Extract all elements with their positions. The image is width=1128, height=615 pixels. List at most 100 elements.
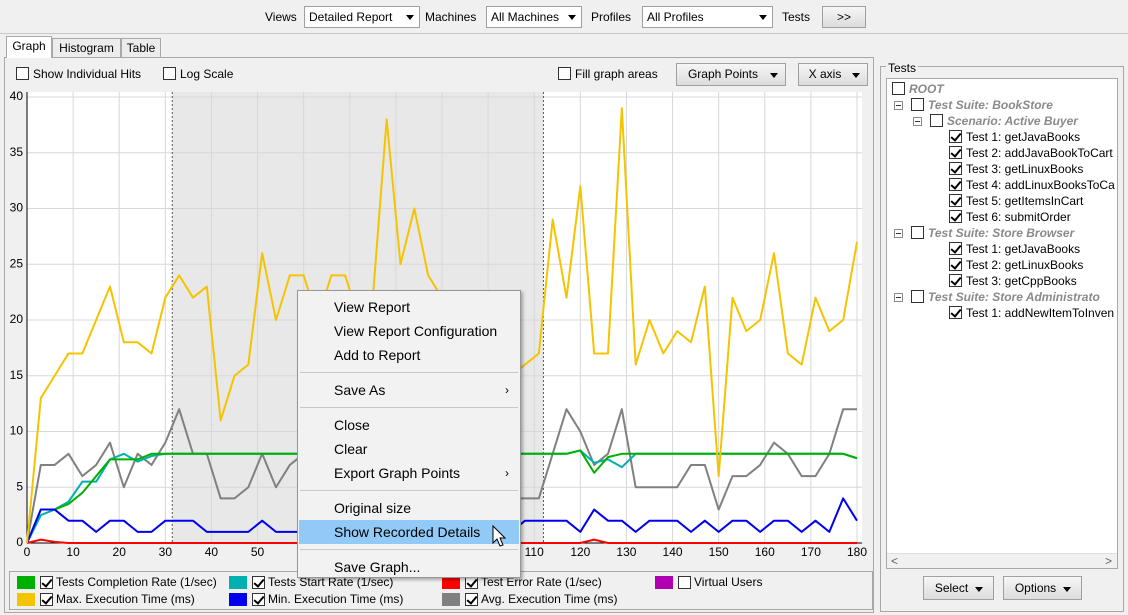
- checkbox[interactable]: [40, 576, 53, 589]
- menu-item[interactable]: View Report Configuration: [299, 319, 519, 343]
- menu-item-label: Save As: [334, 382, 386, 398]
- x-tick-label: 170: [801, 545, 821, 559]
- checkbox[interactable]: [911, 290, 924, 303]
- dropdown-arrow: [406, 15, 414, 20]
- tab[interactable]: Histogram: [52, 38, 121, 57]
- separator: [0, 33, 1128, 34]
- option-label[interactable]: Fill graph areas: [575, 67, 658, 81]
- tree-label[interactable]: Scenario: Active Buyer: [947, 114, 1078, 128]
- option-label[interactable]: Log Scale: [180, 67, 234, 81]
- tree-label[interactable]: Test 2: getLinuxBooks: [966, 258, 1084, 272]
- tests-button[interactable]: >>: [822, 6, 866, 28]
- menu-item[interactable]: Close: [299, 413, 519, 437]
- panel-button[interactable]: Select: [923, 576, 994, 600]
- panel-button[interactable]: Options: [1003, 576, 1082, 600]
- tree-label[interactable]: Test Suite: Store Browser: [928, 226, 1075, 240]
- legend-swatch: [442, 576, 460, 589]
- tree-label[interactable]: Test 2: addJavaBookToCart: [966, 146, 1113, 160]
- menu-item[interactable]: Clear: [299, 437, 519, 461]
- tree-label[interactable]: Test 6: submitOrder: [966, 210, 1071, 224]
- legend-swatch: [17, 593, 35, 606]
- option-label[interactable]: Show Individual Hits: [33, 67, 142, 81]
- menu-separator: [300, 490, 518, 491]
- tree-label[interactable]: Test Suite: Store Administrato: [928, 290, 1100, 304]
- x-tick-label: 130: [616, 545, 636, 559]
- button-arrow: [770, 73, 778, 78]
- checkbox[interactable]: [949, 130, 962, 143]
- checkbox[interactable]: [949, 162, 962, 175]
- toolbar-label: Views: [265, 10, 297, 24]
- checkbox[interactable]: [465, 593, 478, 606]
- tree-label[interactable]: Test Suite: BookStore: [928, 98, 1053, 112]
- menu-item[interactable]: View Report: [299, 295, 519, 319]
- checkbox[interactable]: [911, 226, 924, 239]
- menu-separator: [300, 372, 518, 373]
- checkbox[interactable]: [911, 98, 924, 111]
- legend-label[interactable]: Virtual Users: [694, 575, 763, 589]
- tree-label[interactable]: Test 3: getCppBooks: [966, 274, 1077, 288]
- legend-label[interactable]: Test Error Rate (1/sec): [481, 575, 602, 589]
- checkbox[interactable]: [949, 146, 962, 159]
- menu-item-label: Original size: [334, 500, 412, 516]
- checkbox[interactable]: [892, 82, 905, 95]
- checkbox[interactable]: [949, 242, 962, 255]
- x-tick-label: 50: [251, 545, 265, 559]
- tab[interactable]: Graph: [6, 36, 52, 58]
- menu-button[interactable]: Graph Points: [676, 63, 786, 86]
- tree-label[interactable]: Test 5: getItemsInCart: [966, 194, 1084, 208]
- legend-swatch: [442, 593, 460, 606]
- menu-separator: [300, 549, 518, 550]
- checkbox[interactable]: [949, 258, 962, 271]
- submenu-arrow: ›: [505, 383, 509, 397]
- checkbox[interactable]: [930, 114, 943, 127]
- menu-item[interactable]: Add to Report: [299, 343, 519, 367]
- tree-label[interactable]: Test 4: addLinuxBooksToCa: [966, 178, 1115, 192]
- menu-item[interactable]: Show Recorded Details: [299, 520, 519, 544]
- tree-expander[interactable]: [894, 229, 903, 238]
- checkbox[interactable]: [949, 274, 962, 287]
- tree-label[interactable]: Test 1: addNewItemToInven: [966, 306, 1115, 320]
- legend-swatch: [655, 576, 673, 589]
- checkbox[interactable]: [16, 67, 29, 80]
- tree-label[interactable]: Test 3: getLinuxBooks: [966, 162, 1084, 176]
- checkbox[interactable]: [558, 67, 571, 80]
- menu-button[interactable]: X axis: [798, 63, 868, 86]
- y-tick-label: 40: [10, 89, 24, 103]
- dropdown[interactable]: All Profiles: [642, 6, 773, 28]
- legend-label[interactable]: Min. Execution Time (ms): [268, 592, 404, 606]
- tree-expander[interactable]: [894, 293, 903, 302]
- tree-label[interactable]: Test 1: getJavaBooks: [966, 242, 1081, 256]
- menu-item[interactable]: Save Graph...: [299, 555, 519, 579]
- legend-label[interactable]: Tests Completion Rate (1/sec): [56, 575, 217, 589]
- menu-item[interactable]: Save As ›: [299, 378, 519, 402]
- h-scrollbar[interactable]: < >: [887, 553, 1117, 568]
- tree-expander[interactable]: [894, 101, 903, 110]
- menu-item[interactable]: Original size: [299, 496, 519, 520]
- checkbox[interactable]: [252, 593, 265, 606]
- tree-label[interactable]: ROOT: [909, 82, 944, 96]
- legend-label[interactable]: Avg. Execution Time (ms): [481, 592, 618, 606]
- x-tick-label: 20: [113, 545, 127, 559]
- checkbox[interactable]: [678, 576, 691, 589]
- menu-separator: [300, 407, 518, 408]
- tab[interactable]: Table: [121, 38, 161, 57]
- menu-item[interactable]: Export Graph Points ›: [299, 461, 519, 485]
- legend-label[interactable]: Max. Execution Time (ms): [56, 592, 195, 606]
- legend-swatch: [17, 576, 35, 589]
- x-tick-label: 160: [755, 545, 775, 559]
- checkbox[interactable]: [949, 210, 962, 223]
- dropdown[interactable]: Detailed Report: [304, 6, 420, 28]
- checkbox[interactable]: [949, 194, 962, 207]
- tree-label[interactable]: Test 1: getJavaBooks: [966, 130, 1081, 144]
- checkbox[interactable]: [252, 576, 265, 589]
- checkbox[interactable]: [40, 593, 53, 606]
- x-tick-label: 10: [66, 545, 80, 559]
- tree-expander[interactable]: [913, 117, 922, 126]
- expander-minus: [896, 297, 901, 298]
- checkbox[interactable]: [949, 178, 962, 191]
- dropdown[interactable]: All Machines: [486, 6, 582, 28]
- checkbox[interactable]: [949, 306, 962, 319]
- legend-label[interactable]: Tests Start Rate (1/sec): [268, 575, 394, 589]
- checkbox[interactable]: [163, 67, 176, 80]
